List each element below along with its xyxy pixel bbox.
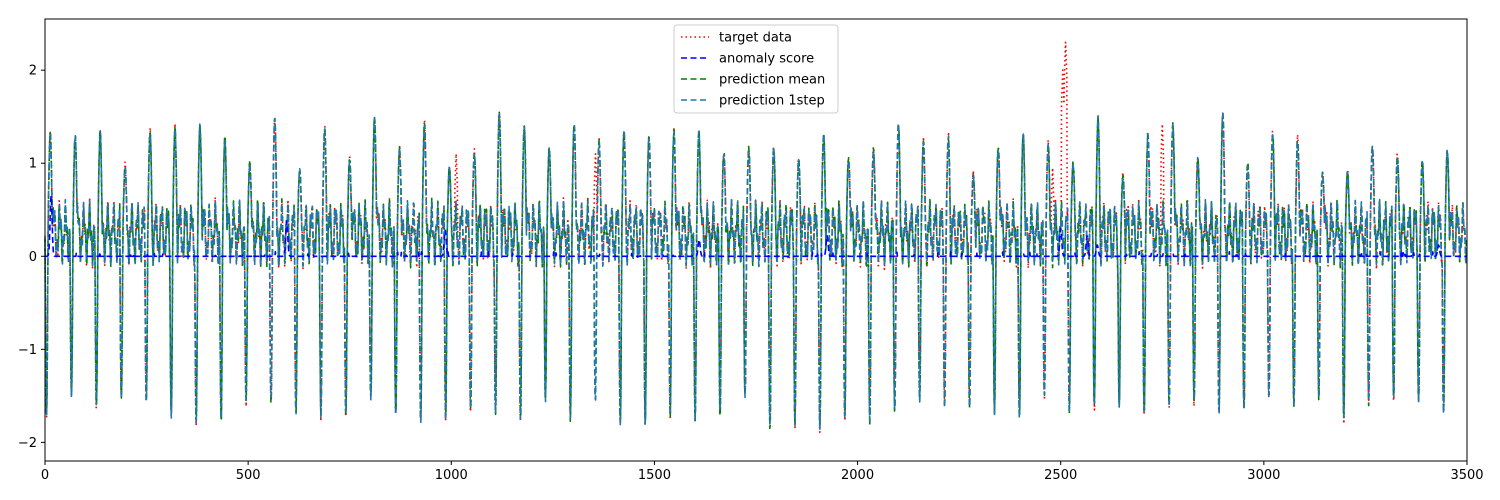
legend-label: anomaly score bbox=[719, 52, 814, 67]
x-axis: 0 500 1000 1500 2000 2500 3000 3500 bbox=[41, 461, 1484, 483]
legend-label: prediction 1step bbox=[719, 94, 825, 109]
y-tick-label: −2 bbox=[18, 436, 37, 451]
x-tick-label: 2000 bbox=[841, 468, 874, 483]
y-tick-label: 1 bbox=[29, 157, 37, 172]
y-tick-label: 2 bbox=[29, 64, 37, 79]
x-tick-label: 1000 bbox=[435, 468, 468, 483]
y-tick-label: −1 bbox=[18, 343, 37, 358]
plot-frame bbox=[44, 18, 1468, 462]
legend-box bbox=[673, 24, 839, 114]
x-tick-label: 3500 bbox=[1450, 468, 1483, 483]
y-axis: −2 −1 0 1 2 bbox=[18, 64, 45, 451]
x-tick-label: 1500 bbox=[638, 468, 671, 483]
x-tick-label: 500 bbox=[236, 468, 261, 483]
legend-label: prediction mean bbox=[719, 73, 825, 88]
series-layer bbox=[44, 41, 1468, 434]
legend: target data anomaly score prediction mean p… bbox=[673, 24, 839, 114]
x-tick-label: 3000 bbox=[1247, 468, 1280, 483]
series-line-prediction-1step bbox=[44, 112, 1468, 432]
legend-label: target data bbox=[719, 31, 792, 46]
series-line-anomaly-score bbox=[44, 195, 1467, 258]
x-tick-label: 0 bbox=[41, 468, 49, 483]
x-tick-label: 2500 bbox=[1044, 468, 1077, 483]
y-tick-label: 0 bbox=[29, 250, 37, 265]
